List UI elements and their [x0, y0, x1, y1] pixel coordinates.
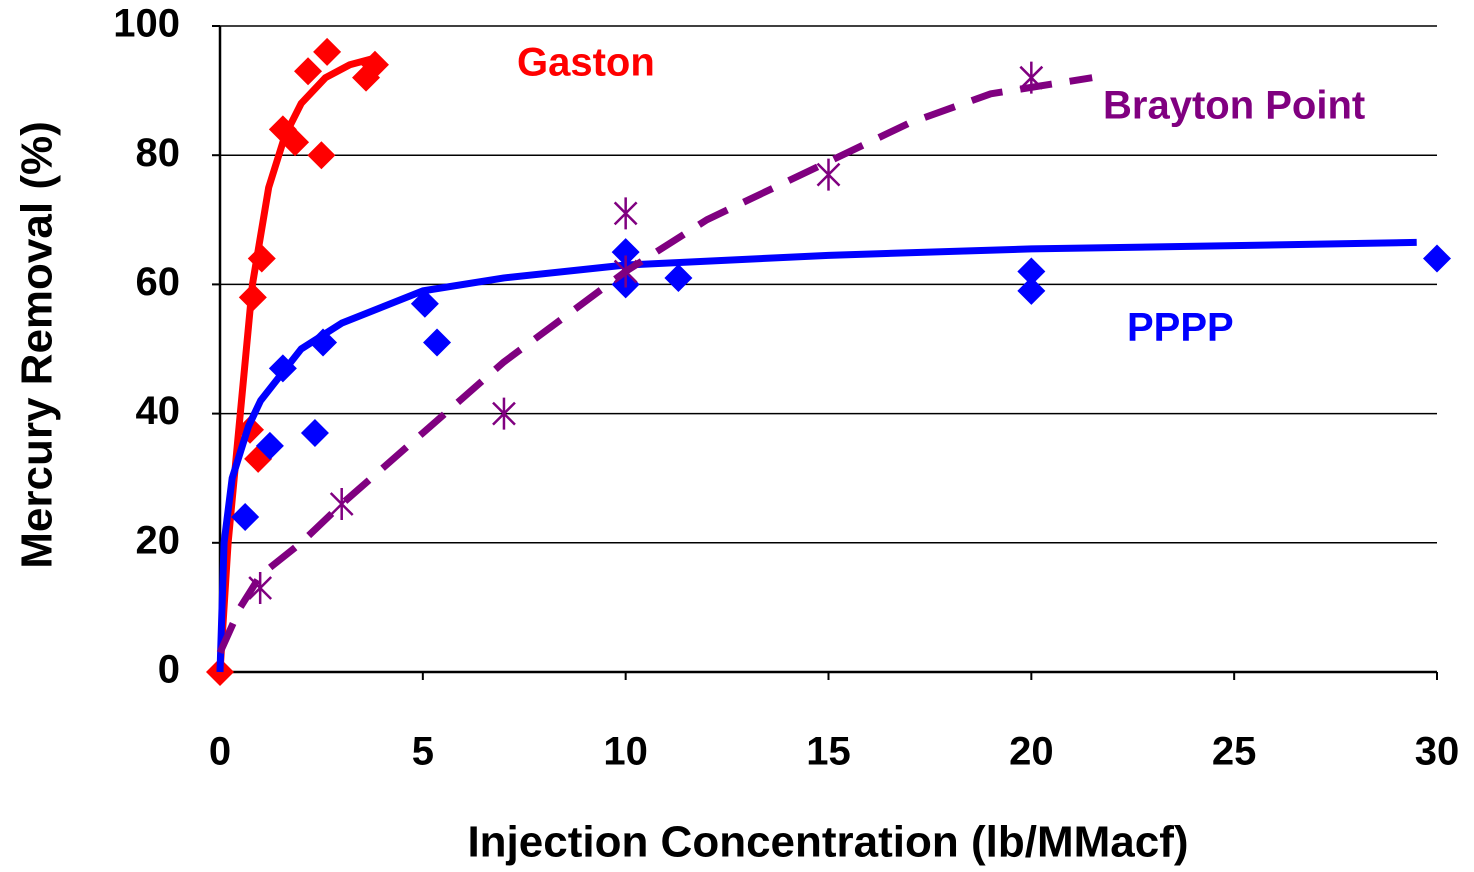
point	[231, 502, 260, 531]
point	[664, 263, 693, 292]
point	[611, 238, 640, 267]
point	[360, 50, 389, 79]
point	[613, 255, 638, 288]
series-label: PPPP	[1127, 306, 1234, 350]
point	[309, 328, 338, 357]
point	[410, 289, 439, 318]
series-label: Gaston	[517, 41, 655, 85]
point	[492, 397, 516, 430]
point	[1017, 257, 1046, 286]
point	[1019, 61, 1044, 94]
series-label: Brayton Point	[1103, 84, 1365, 128]
point	[816, 158, 841, 191]
y-tick-label: 80	[136, 131, 181, 175]
y-tick-label: 20	[136, 518, 181, 562]
point	[247, 244, 276, 273]
y-tick-label: 100	[113, 2, 180, 46]
point	[329, 488, 354, 521]
y-axis-title: Mercury Removal (%)	[13, 121, 62, 568]
y-tick-label: 40	[136, 389, 181, 433]
x-axis-title: Injection Concentration (lb/MMacf)	[467, 818, 1188, 867]
point	[307, 141, 336, 170]
x-tick-label: 20	[1009, 730, 1054, 774]
point	[238, 283, 267, 312]
point	[268, 354, 297, 383]
point	[613, 197, 638, 230]
point	[281, 128, 310, 157]
x-tick-label: 5	[412, 730, 434, 774]
point	[1017, 276, 1046, 305]
point	[313, 37, 342, 66]
fit-line	[216, 238, 1417, 673]
x-tick-label: 15	[806, 730, 851, 774]
y-tick-label: 60	[136, 260, 181, 304]
point	[294, 57, 323, 86]
point	[423, 328, 452, 357]
point	[255, 431, 284, 460]
x-tick-label: 10	[603, 730, 648, 774]
x-tick-label: 30	[1415, 730, 1460, 774]
x-tick-label: 0	[209, 730, 231, 774]
x-tick-label: 25	[1212, 730, 1257, 774]
fit-line	[216, 74, 1093, 655]
y-tick-label: 0	[158, 648, 180, 692]
point	[300, 418, 329, 447]
point	[1423, 244, 1451, 273]
point	[248, 572, 273, 605]
